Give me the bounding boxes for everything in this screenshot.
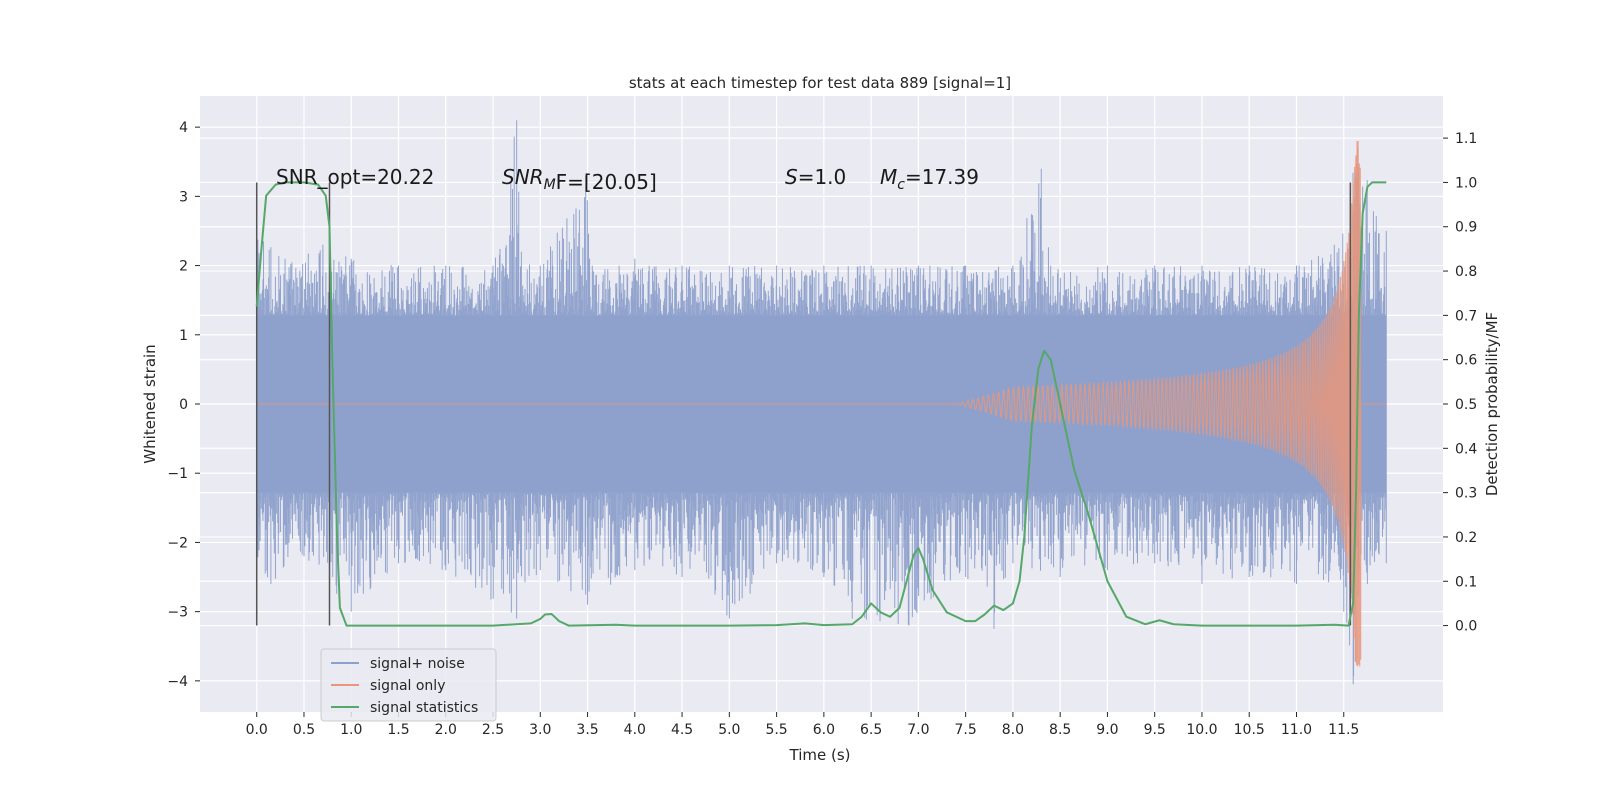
legend-label-signal-statistics: signal statistics	[370, 700, 478, 716]
annotation-mc-sub: c	[897, 177, 905, 193]
annotation-snr-mf: SNRMF=[20.05]	[502, 165, 657, 194]
x-tick-label: 2.5	[482, 722, 504, 738]
x-tick-label: 0.5	[293, 722, 315, 738]
statistics-line	[255, 181, 1387, 627]
annotation-mc-symbol: M	[880, 165, 897, 189]
y2-tick-label: 0.7	[1455, 308, 1477, 324]
x-tick-label: 3.0	[529, 722, 551, 738]
y2-axis-ticks: 1.1 1.0 0.9 0.8 0.7 0.6 0.5 0.4 0.3 0.2 0.1 0.0	[1443, 131, 1477, 635]
annotations: SNR_opt=20.22 SNRMF=[20.05] S=1.0 Mc=17.…	[276, 165, 979, 194]
x-tick-label: 4.0	[624, 722, 646, 738]
annotation-snr-mf-base: SNR	[502, 165, 544, 189]
legend-label-signal-only: signal only	[370, 678, 445, 694]
annotation-s-symbol: S	[785, 165, 798, 189]
y-tick-label: 2	[179, 259, 188, 275]
y2-axis-label: Detection probability/MF	[1483, 312, 1501, 496]
legend-box	[320, 648, 497, 722]
y2-tick-label: 0.0	[1455, 619, 1477, 635]
x-tick-label: 1.5	[387, 722, 409, 738]
x-tick-label: 11.5	[1328, 722, 1359, 738]
y-tick-label: −2	[167, 535, 188, 551]
series-signal-statistics	[255, 181, 1387, 627]
x-tick-label: 7.0	[907, 722, 929, 738]
y-tick-label: 4	[179, 120, 188, 136]
y-tick-label: −3	[167, 605, 188, 621]
x-tick-label: 6.5	[860, 722, 882, 738]
x-tick-label: 2.0	[435, 722, 457, 738]
annotation-snr-mf-sub: M	[544, 177, 556, 193]
y2-tick-label: 0.6	[1455, 353, 1477, 369]
y-tick-label: 3	[179, 189, 188, 205]
annotation-s: S=1.0	[785, 165, 846, 189]
x-tick-label: 10.5	[1234, 722, 1265, 738]
legend: signal+ noise signal only signal statist…	[320, 648, 497, 722]
x-tick-label: 5.5	[765, 722, 787, 738]
y2-tick-label: 0.3	[1455, 486, 1477, 502]
y2-tick-label: 0.9	[1455, 220, 1477, 236]
legend-label-signal-plus-noise: signal+ noise	[370, 656, 465, 672]
y-axis-ticks: 4 3 2 1 0 −1 −2 −3 −4	[167, 120, 200, 690]
annotation-mc: Mc=17.39	[880, 165, 979, 193]
signal-chirp-line	[256, 140, 1387, 667]
x-tick-label: 4.5	[671, 722, 693, 738]
y2-tick-label: 1.1	[1455, 131, 1477, 147]
x-axis-label: Time (s)	[789, 746, 851, 764]
y-tick-label: −1	[167, 466, 188, 482]
x-tick-label: 3.5	[576, 722, 598, 738]
y2-tick-label: 0.4	[1455, 441, 1477, 457]
y-tick-label: 1	[179, 328, 188, 344]
y2-tick-label: 1.0	[1455, 175, 1477, 191]
annotation-s-value: =1.0	[798, 165, 847, 189]
y-axis-label: Whitened strain	[141, 344, 159, 463]
series-signal-only	[256, 140, 1387, 667]
x-tick-label: 8.0	[1002, 722, 1024, 738]
x-tick-label: 7.5	[955, 722, 977, 738]
x-tick-label: 8.5	[1049, 722, 1071, 738]
x-tick-label: 1.0	[340, 722, 362, 738]
x-tick-label: 5.0	[718, 722, 740, 738]
x-tick-label: 9.0	[1096, 722, 1118, 738]
annotation-snr-opt: SNR_opt=20.22	[276, 165, 434, 189]
x-tick-label: 6.0	[813, 722, 835, 738]
y2-tick-label: 0.1	[1455, 574, 1477, 590]
y2-tick-label: 0.2	[1455, 530, 1477, 546]
x-axis-ticks: 0.0 0.5 1.0 1.5 2.0 2.5 3.0 3.5 4.0 4.5 5.0 5.5 6.0 6…	[246, 712, 1359, 738]
annotation-mc-value: =17.39	[905, 165, 979, 189]
chart-title: stats at each timestep for test data 889…	[629, 74, 1011, 92]
y-tick-label: 0	[179, 397, 188, 413]
y2-tick-label: 0.5	[1455, 397, 1477, 413]
x-tick-label: 0.0	[246, 722, 268, 738]
annotation-snr-mf-rest: F=[20.05]	[556, 170, 657, 194]
x-tick-label: 11.0	[1281, 722, 1312, 738]
y2-tick-label: 0.8	[1455, 264, 1477, 280]
x-tick-label: 10.0	[1186, 722, 1217, 738]
y-tick-label: −4	[167, 674, 188, 690]
x-tick-label: 9.5	[1144, 722, 1166, 738]
